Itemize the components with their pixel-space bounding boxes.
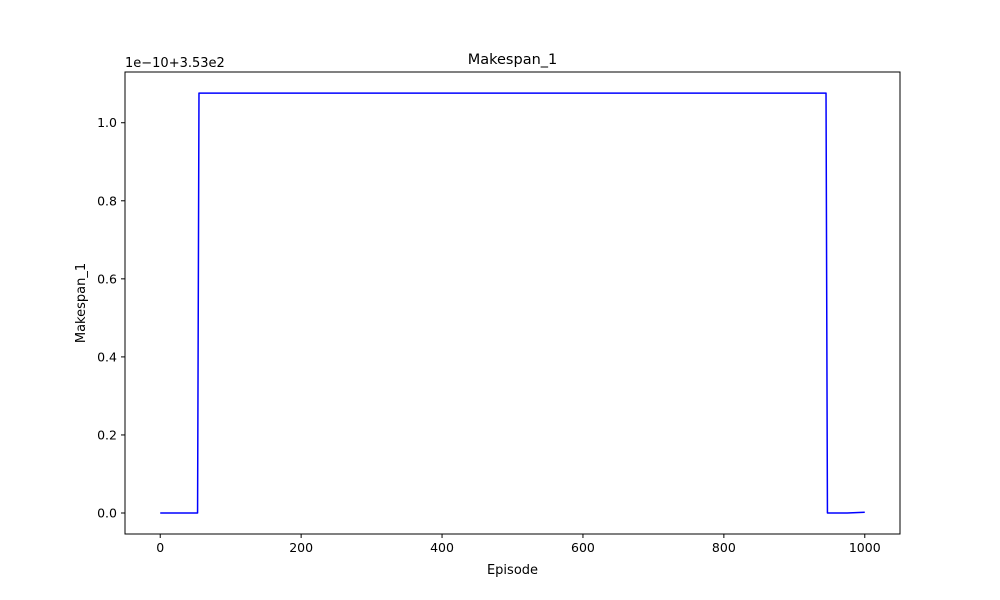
x-tick-label: 200 [289, 540, 313, 555]
x-tick-label: 400 [430, 540, 454, 555]
y-tick-label: 1.0 [97, 115, 117, 130]
x-axis-label: Episode [487, 563, 538, 578]
y-tick-label: 0.4 [97, 349, 117, 364]
x-axis-ticks: 0 200 400 600 800 1000 [156, 534, 881, 555]
y-tick-label: 0.6 [97, 271, 117, 286]
plot-area [125, 72, 900, 534]
x-tick-label: 800 [712, 540, 736, 555]
y-axis-offset-label: 1e−10+3.53e2 [125, 56, 225, 71]
x-tick-label: 1000 [849, 540, 881, 555]
x-tick-label: 600 [571, 540, 595, 555]
x-tick-label: 0 [156, 540, 164, 555]
axes-frame [124, 71, 901, 535]
y-axis-label: Makespan_1 [74, 263, 89, 343]
y-tick-label: 0.0 [97, 506, 117, 521]
y-axis-ticks: 0.0 0.2 0.4 0.6 0.8 1.0 [97, 115, 125, 521]
y-tick-label: 0.8 [97, 193, 117, 208]
y-tick-label: 0.2 [97, 427, 117, 442]
series-line-0 [160, 92, 865, 514]
series-layer [160, 92, 865, 514]
chart-title: Makespan_1 [468, 52, 558, 68]
